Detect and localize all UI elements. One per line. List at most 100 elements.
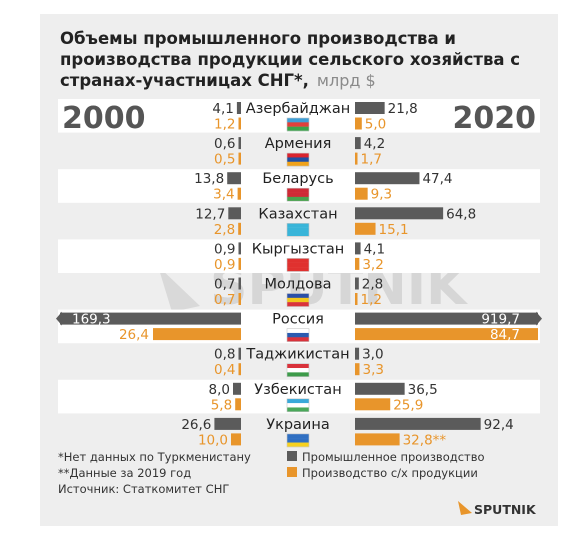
source-note: Источник: Статкомитет СНГ bbox=[58, 482, 229, 496]
tajikistan-flag-icon bbox=[286, 363, 310, 378]
value-label-2020-agriculture-россия: 84,7 bbox=[490, 327, 520, 343]
bar-2020-industry-казахстан bbox=[355, 207, 444, 220]
bar-2020-agriculture-армения bbox=[355, 152, 358, 165]
moldova-flag-icon bbox=[286, 293, 310, 307]
bar-2020-industry-молдова bbox=[355, 277, 359, 290]
value-label-2000-agriculture-украина: 10,0 bbox=[198, 432, 228, 448]
bars bbox=[56, 102, 542, 446]
legend-label-industry: Промышленное производство bbox=[302, 450, 485, 464]
legend-swatch-agriculture bbox=[287, 467, 297, 477]
value-label-2000-agriculture-азербайджан: 1,2 bbox=[214, 117, 235, 133]
value-label-2000-industry-кыргызстан: 0,9 bbox=[214, 241, 235, 257]
bar-2000-industry-армения bbox=[238, 137, 241, 150]
value-label-2000-agriculture-узбекистан: 5,8 bbox=[211, 397, 232, 413]
bar-2000-agriculture-беларусь bbox=[237, 187, 241, 200]
flags bbox=[286, 117, 310, 448]
value-label-2000-agriculture-таджикистан: 0,4 bbox=[214, 362, 235, 378]
country-label-молдова: Молдова bbox=[265, 277, 332, 293]
bar-2000-industry-азербайджан bbox=[236, 102, 241, 114]
bar-2020-agriculture-украина bbox=[355, 433, 400, 446]
value-label-2000-industry-украина: 26,6 bbox=[181, 417, 211, 433]
value-label-2000-agriculture-армения: 0,5 bbox=[214, 152, 235, 168]
bar-2000-industry-кыргызстан bbox=[238, 242, 241, 255]
sputnik-logo-text: SPUTNIK bbox=[474, 502, 537, 517]
bar-2020-industry-беларусь bbox=[355, 172, 420, 185]
country-label-украина: Украина bbox=[266, 417, 329, 433]
truncation-arrow-right bbox=[536, 311, 542, 326]
value-label-2020-agriculture-украина: 32,8** bbox=[403, 432, 447, 448]
value-label-2000-industry-азербайджан: 4,1 bbox=[212, 101, 233, 117]
country-label-армения: Армения bbox=[265, 136, 332, 152]
value-label-2020-agriculture-азербайджан: 5,0 bbox=[365, 117, 386, 133]
country-label-кыргызстан: Кыргызстан bbox=[252, 241, 345, 257]
bar-2000-agriculture-кыргызстан bbox=[238, 257, 241, 270]
value-label-2000-agriculture-молдова: 0,7 bbox=[214, 292, 235, 308]
country-label-таджикистан: Таджикистан bbox=[245, 347, 349, 363]
footnote-turkmenistan: *Нет данных по Туркменистану bbox=[58, 450, 251, 464]
value-label-2000-industry-молдова: 0,7 bbox=[214, 277, 235, 293]
ukraine-flag-icon bbox=[286, 433, 310, 448]
bar-2020-industry-таджикистан bbox=[355, 347, 360, 360]
country-label-россия: Россия bbox=[272, 312, 324, 328]
bar-2020-industry-узбекистан bbox=[355, 382, 405, 395]
bar-2000-agriculture-таджикистан bbox=[238, 363, 241, 376]
bar-2000-industry-россия bbox=[60, 312, 241, 325]
uzbekistan-flag-icon bbox=[286, 398, 310, 413]
chart-title-line-3: странах-участницах СНГ*, млрд $ bbox=[60, 71, 376, 90]
value-label-2000-agriculture-казахстан: 2,8 bbox=[214, 222, 235, 238]
value-label-2020-industry-казахстан: 64,8 bbox=[446, 206, 476, 222]
bar-2020-industry-украина bbox=[355, 417, 481, 430]
bar-2000-agriculture-казахстан bbox=[238, 222, 241, 235]
bar-2000-agriculture-молдова bbox=[238, 293, 241, 305]
value-label-2020-industry-украина: 92,4 bbox=[484, 417, 514, 433]
legend-swatch-industry bbox=[287, 451, 297, 461]
value-label-2020-agriculture-беларусь: 9,3 bbox=[371, 187, 392, 203]
chart-title-line-1: Объемы промышленного производства и bbox=[60, 29, 456, 48]
value-label-2020-agriculture-казахстан: 15,1 bbox=[379, 222, 409, 238]
value-label-2000-agriculture-россия: 26,4 bbox=[119, 327, 149, 343]
truncation-arrow-left bbox=[56, 311, 62, 326]
bar-2000-industry-молдова bbox=[238, 277, 241, 290]
bar-2000-agriculture-армения bbox=[238, 152, 241, 165]
value-label-2020-industry-таджикистан: 3,0 bbox=[362, 347, 383, 363]
belarus-flag-icon bbox=[286, 187, 310, 202]
value-label-2000-agriculture-беларусь: 3,4 bbox=[213, 187, 234, 203]
value-label-2000-industry-узбекистан: 8,0 bbox=[209, 382, 230, 398]
bar-2020-agriculture-таджикистан bbox=[355, 363, 360, 376]
bar-2020-industry-россия bbox=[355, 312, 538, 325]
bar-2000-industry-таджикистан bbox=[238, 347, 241, 360]
chart: SPUTNIK Объемы промышленного производств… bbox=[56, 29, 542, 517]
country-label-азербайджан: Азербайджан bbox=[246, 101, 350, 117]
bar-2000-industry-беларусь bbox=[227, 172, 241, 185]
value-label-2020-industry-молдова: 2,8 bbox=[362, 277, 383, 293]
bar-2000-industry-украина bbox=[214, 417, 241, 430]
value-label-2000-industry-таджикистан: 0,8 bbox=[214, 347, 235, 363]
azerbaijan-flag-icon bbox=[286, 117, 310, 132]
bar-2000-agriculture-азербайджан bbox=[238, 117, 241, 130]
value-label-2020-industry-кыргызстан: 4,1 bbox=[364, 241, 385, 257]
kazakhstan-flag-icon bbox=[286, 223, 310, 237]
bar-2020-agriculture-кыргызстан bbox=[355, 257, 360, 270]
value-label-2000-industry-армения: 0,6 bbox=[214, 136, 235, 152]
bar-2020-agriculture-азербайджан bbox=[355, 117, 362, 130]
armenia-flag-icon bbox=[286, 152, 310, 167]
value-label-2020-agriculture-молдова: 1,2 bbox=[361, 292, 382, 308]
value-label-2000-industry-россия: 169,3 bbox=[72, 312, 111, 328]
value-label-2020-industry-беларусь: 47,4 bbox=[422, 171, 452, 187]
kyrgyzstan-flag-icon bbox=[286, 258, 310, 272]
value-label-2000-industry-беларусь: 13,8 bbox=[194, 171, 224, 187]
value-label-2000-agriculture-кыргызстан: 0,9 bbox=[214, 257, 235, 273]
country-label-узбекистан: Узбекистан bbox=[254, 382, 341, 398]
bar-2000-agriculture-россия bbox=[153, 328, 241, 341]
bar-2020-agriculture-казахстан bbox=[355, 222, 376, 235]
bar-2000-industry-узбекистан bbox=[233, 382, 241, 395]
value-label-2020-industry-узбекистан: 36,5 bbox=[408, 382, 438, 398]
value-label-2020-industry-армения: 4,2 bbox=[364, 136, 385, 152]
bar-2000-agriculture-украина bbox=[231, 433, 241, 446]
watermark-logo-icon bbox=[158, 266, 200, 312]
bar-2020-agriculture-россия bbox=[355, 328, 538, 341]
value-label-2020-agriculture-таджикистан: 3,3 bbox=[362, 362, 383, 378]
right-year-label: 2020 bbox=[453, 101, 537, 136]
value-label-2020-agriculture-кыргызстан: 3,2 bbox=[362, 257, 383, 273]
unit-label: млрд $ bbox=[317, 71, 376, 90]
